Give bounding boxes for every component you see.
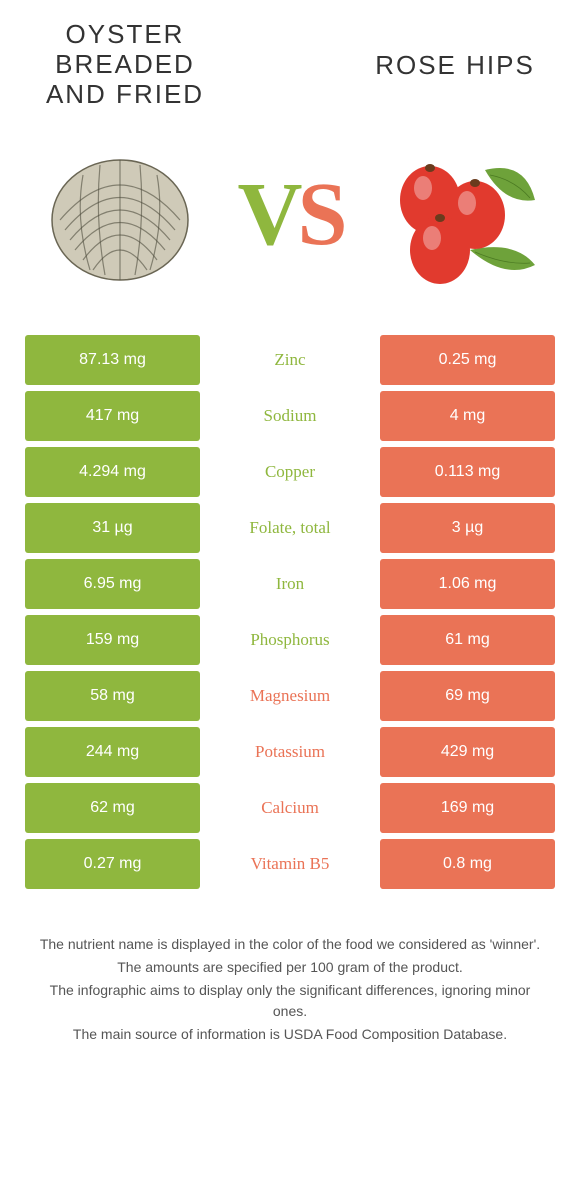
- title-left: Oyster breaded and fried: [25, 20, 225, 110]
- right-value: 3 µg: [380, 503, 555, 553]
- rose-hips-image: [375, 130, 545, 300]
- oyster-image: [35, 130, 205, 300]
- left-value: 58 mg: [25, 671, 200, 721]
- left-value: 244 mg: [25, 727, 200, 777]
- nutrient-row: 244 mgPotassium429 mg: [25, 727, 555, 777]
- nutrient-row: 87.13 mgZinc0.25 mg: [25, 335, 555, 385]
- left-value: 87.13 mg: [25, 335, 200, 385]
- footnotes: The nutrient name is displayed in the co…: [25, 934, 555, 1045]
- nutrient-name: Vitamin B5: [200, 839, 380, 889]
- left-value: 31 µg: [25, 503, 200, 553]
- nutrient-name: Iron: [200, 559, 380, 609]
- vs-v: V: [237, 165, 297, 264]
- right-value: 169 mg: [380, 783, 555, 833]
- right-value: 0.25 mg: [380, 335, 555, 385]
- footnote-line: The nutrient name is displayed in the co…: [35, 934, 545, 955]
- nutrient-row: 417 mgSodium4 mg: [25, 391, 555, 441]
- right-value: 1.06 mg: [380, 559, 555, 609]
- comparison-images-row: VS: [25, 130, 555, 300]
- left-value: 6.95 mg: [25, 559, 200, 609]
- nutrient-name: Folate, total: [200, 503, 380, 553]
- nutrient-name: Sodium: [200, 391, 380, 441]
- right-value: 4 mg: [380, 391, 555, 441]
- right-value: 69 mg: [380, 671, 555, 721]
- footnote-line: The main source of information is USDA F…: [35, 1024, 545, 1045]
- nutrient-row: 58 mgMagnesium69 mg: [25, 671, 555, 721]
- nutrient-row: 159 mgPhosphorus61 mg: [25, 615, 555, 665]
- nutrient-row: 4.294 mgCopper0.113 mg: [25, 447, 555, 497]
- nutrient-table: 87.13 mgZinc0.25 mg 417 mgSodium4 mg 4.294…: [25, 335, 555, 889]
- nutrient-name: Phosphorus: [200, 615, 380, 665]
- nutrient-row: 0.27 mgVitamin B50.8 mg: [25, 839, 555, 889]
- left-value: 159 mg: [25, 615, 200, 665]
- left-value: 4.294 mg: [25, 447, 200, 497]
- left-value: 417 mg: [25, 391, 200, 441]
- title-right: Rose Hips: [355, 20, 555, 81]
- header: Oyster breaded and fried Rose Hips: [25, 20, 555, 110]
- footnote-line: The amounts are specified per 100 gram o…: [35, 957, 545, 978]
- nutrient-name: Copper: [200, 447, 380, 497]
- nutrient-row: 31 µgFolate, total3 µg: [25, 503, 555, 553]
- nutrient-name: Calcium: [200, 783, 380, 833]
- right-value: 429 mg: [380, 727, 555, 777]
- vs-label: VS: [237, 163, 342, 266]
- right-value: 0.8 mg: [380, 839, 555, 889]
- nutrient-row: 62 mgCalcium169 mg: [25, 783, 555, 833]
- nutrient-name: Potassium: [200, 727, 380, 777]
- vs-s: S: [297, 165, 342, 264]
- nutrient-name: Zinc: [200, 335, 380, 385]
- right-value: 0.113 mg: [380, 447, 555, 497]
- left-value: 0.27 mg: [25, 839, 200, 889]
- left-value: 62 mg: [25, 783, 200, 833]
- right-value: 61 mg: [380, 615, 555, 665]
- nutrient-row: 6.95 mgIron1.06 mg: [25, 559, 555, 609]
- footnote-line: The infographic aims to display only the…: [35, 980, 545, 1022]
- nutrient-name: Magnesium: [200, 671, 380, 721]
